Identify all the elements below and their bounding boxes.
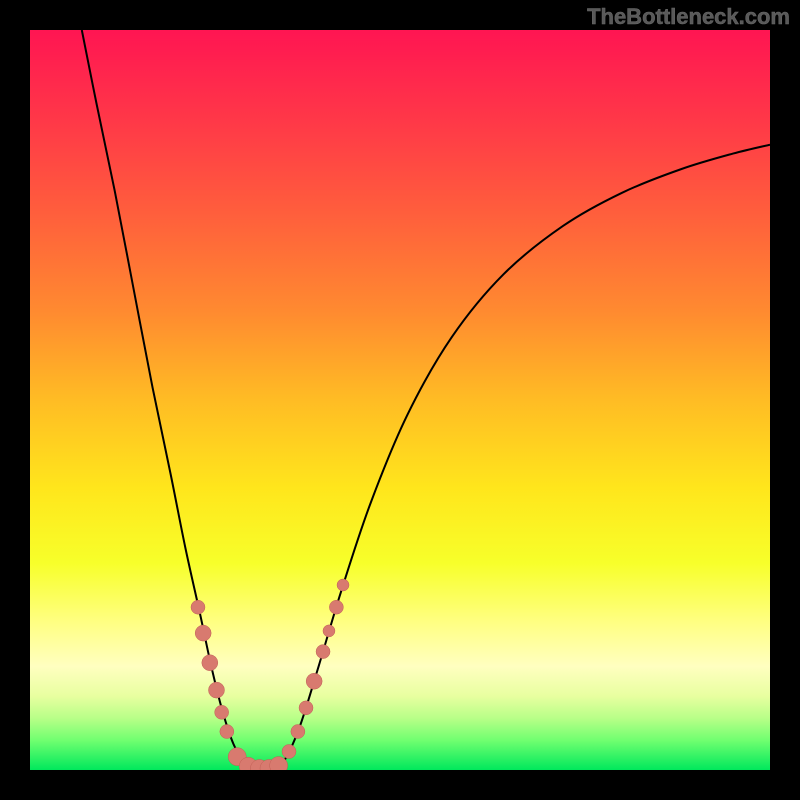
- data-marker: [282, 745, 296, 759]
- watermark-text: TheBottleneck.com: [587, 4, 790, 30]
- data-marker: [220, 725, 234, 739]
- data-marker: [316, 645, 330, 659]
- plot-area: [30, 30, 770, 770]
- plot-svg: [30, 30, 770, 770]
- data-marker: [215, 705, 229, 719]
- data-marker: [195, 625, 211, 641]
- data-marker: [323, 625, 335, 637]
- data-marker: [291, 725, 305, 739]
- data-marker: [191, 600, 205, 614]
- data-marker: [329, 600, 343, 614]
- data-marker: [306, 673, 322, 689]
- chart-frame: TheBottleneck.com: [0, 0, 800, 800]
- gradient-background: [30, 30, 770, 770]
- data-marker: [337, 579, 349, 591]
- data-marker: [202, 655, 218, 671]
- data-marker: [299, 701, 313, 715]
- data-marker: [208, 682, 224, 698]
